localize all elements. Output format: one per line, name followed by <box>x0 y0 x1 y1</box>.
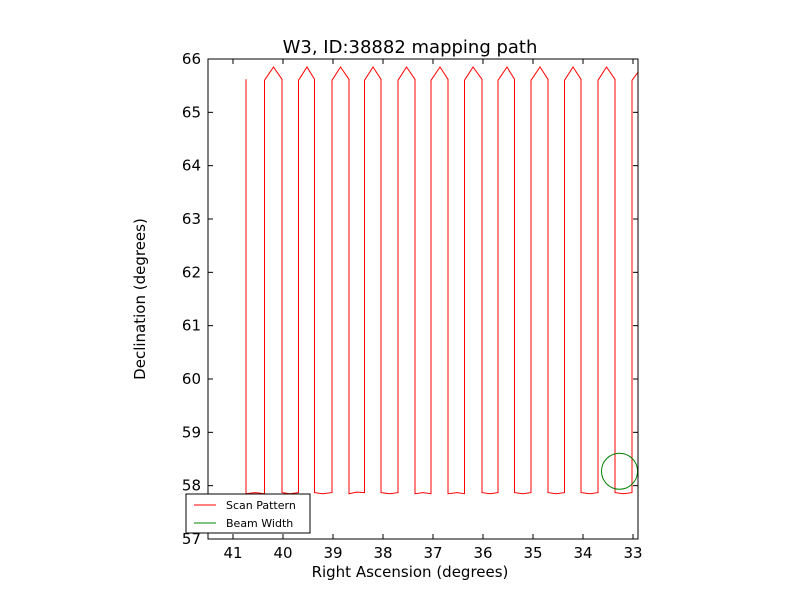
y-tick-label: 65 <box>182 103 201 121</box>
x-tick-label: 38 <box>373 544 392 562</box>
plot-frame <box>207 58 639 540</box>
x-tick-label: 37 <box>423 544 442 562</box>
ticks-layer: 41 40 39 38 37 36 35 34 33 57 58 59 60 61 62 63 64 65 66 <box>182 50 643 562</box>
y-tick-label: 66 <box>182 50 201 68</box>
x-tick-label: 40 <box>273 544 292 562</box>
legend: Scan Pattern Beam Width <box>185 493 311 534</box>
x-tick-label: 41 <box>223 544 242 562</box>
y-axis-label: Declination (degrees) <box>131 218 149 380</box>
x-tick-label: 39 <box>323 544 342 562</box>
x-tick-label: 36 <box>473 544 492 562</box>
plot-area <box>208 59 638 539</box>
y-tick-label: 61 <box>182 317 201 335</box>
x-tick-label: 35 <box>523 544 542 562</box>
series-scan-pattern <box>245 66 638 495</box>
y-tick-label: 57 <box>182 530 201 548</box>
chart-title: W3, ID:38882 mapping path <box>283 37 538 58</box>
x-tick-label: 34 <box>573 544 592 562</box>
y-tick-label: 63 <box>182 210 201 228</box>
y-tick-label: 64 <box>182 157 201 175</box>
legend-label-beam-width: Beam Width <box>226 517 293 530</box>
y-tick-label: 59 <box>182 423 201 441</box>
y-tick-label: 60 <box>182 370 201 388</box>
legend-box <box>185 493 311 534</box>
y-tick-label: 62 <box>182 263 201 281</box>
x-axis-label: Right Ascension (degrees) <box>312 563 509 581</box>
y-tick-label: 58 <box>182 477 201 495</box>
legend-label-scan-pattern: Scan Pattern <box>226 499 296 512</box>
x-tick-label: 33 <box>623 544 642 562</box>
